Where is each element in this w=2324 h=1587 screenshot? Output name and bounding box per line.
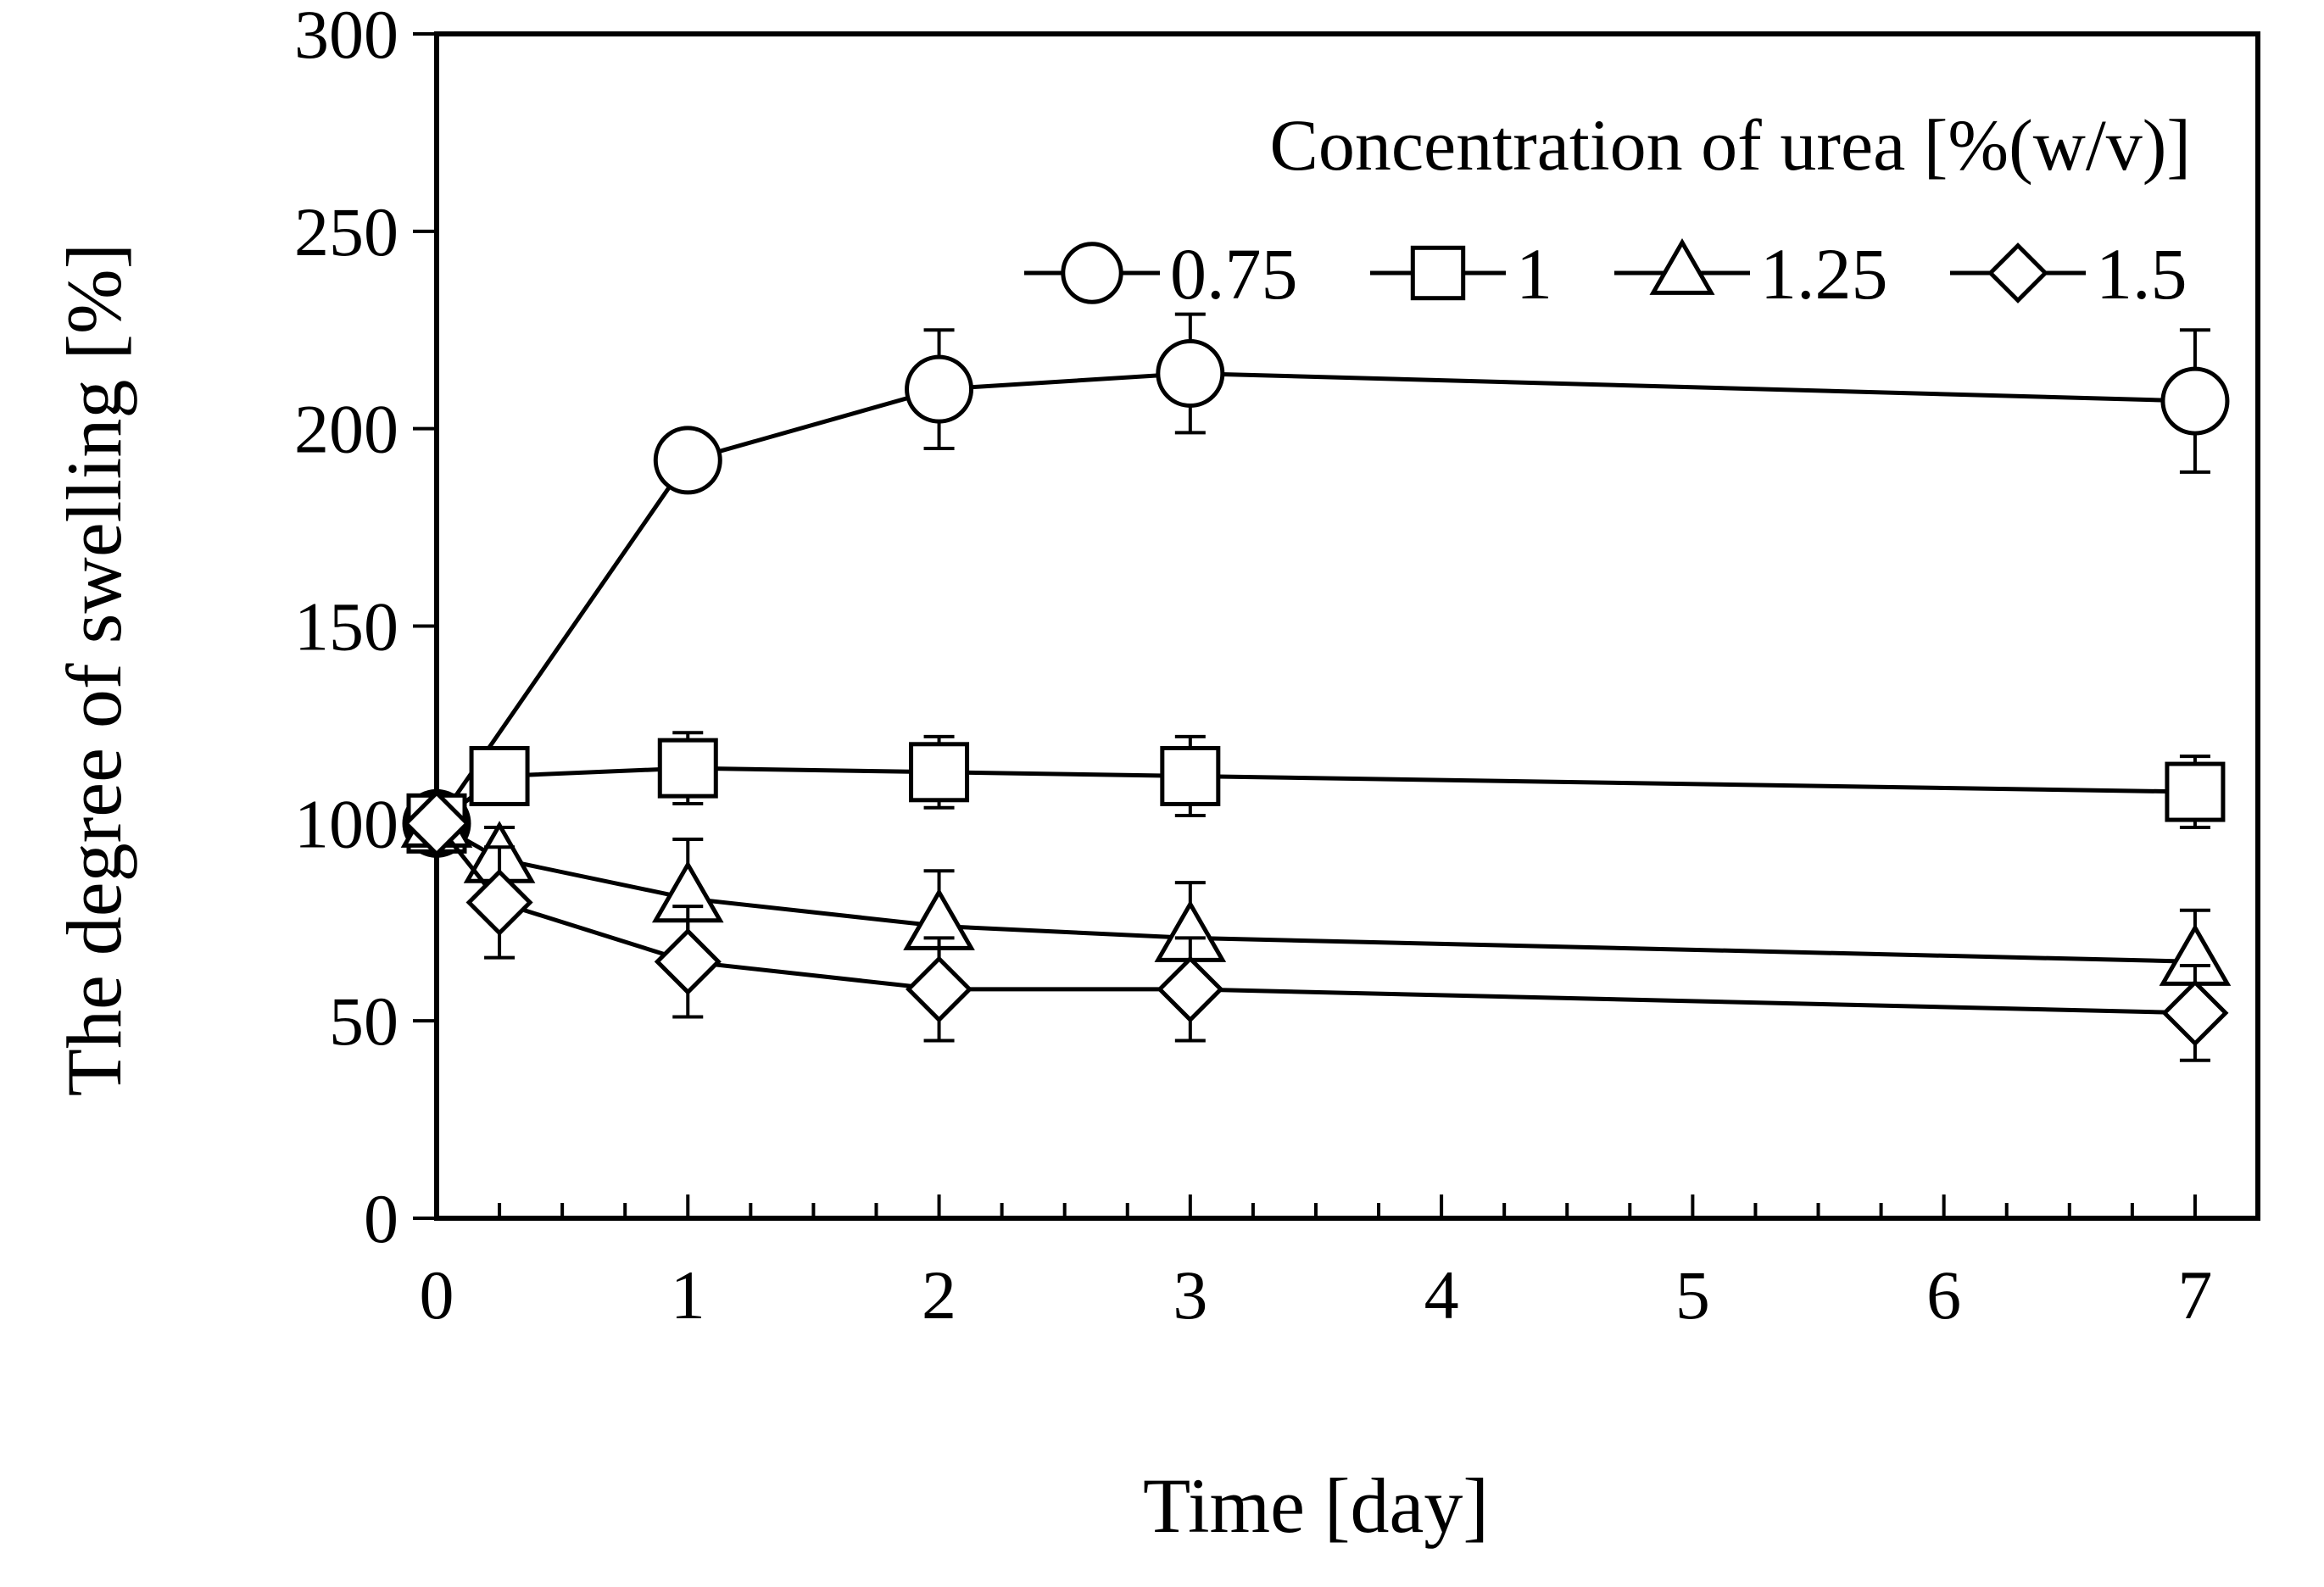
data-point [465, 868, 533, 937]
x-tick-label: 6 [1926, 1256, 1961, 1334]
legend-title: Concentration of urea [%(w/v)] [1269, 104, 2191, 186]
data-point [654, 927, 722, 995]
data-point [469, 745, 530, 806]
series-0-75 [402, 312, 2230, 858]
legend-marker [1649, 237, 1715, 295]
plot-frame [434, 31, 2260, 1221]
legend-marker [1061, 242, 1123, 304]
legend-entry: 1.25 [1614, 233, 1888, 315]
legend-label: 1.25 [1760, 233, 1888, 315]
legend-marker [1410, 245, 1466, 301]
y-tick-label: 150 [294, 588, 398, 665]
series-layer [400, 312, 2232, 1062]
data-point [909, 742, 970, 803]
x-axis-ticks: 0 1 2 3 4 5 6 7 [420, 1194, 2260, 1334]
x-tick-label: 1 [671, 1256, 705, 1334]
x-tick-label: 2 [922, 1256, 956, 1334]
legend-marker [1987, 242, 2048, 303]
y-axis-label: The degree of swelling [%] [51, 243, 137, 1096]
x-tick-label: 4 [1424, 1256, 1459, 1334]
data-point [2161, 979, 2229, 1047]
legend-label: 1 [1516, 233, 1552, 315]
x-tick-label: 0 [420, 1256, 454, 1334]
legend-entry: 1 [1370, 233, 1552, 315]
x-tick-label: 3 [1173, 1256, 1207, 1334]
x-tick-label: 7 [2177, 1256, 2212, 1334]
y-tick-label: 200 [294, 391, 398, 468]
data-point [653, 426, 722, 495]
y-axis-ticks: 0 50 100 150 200 250 300 [294, 0, 437, 1257]
legend-entry: 0.75 [1024, 233, 1298, 315]
plot-border [434, 31, 2260, 1221]
legend-label: 0.75 [1170, 233, 1298, 315]
data-point [1160, 745, 1221, 806]
data-point [2160, 366, 2230, 436]
y-tick-label: 100 [294, 785, 398, 862]
data-point [1156, 955, 1224, 1023]
series-1-5 [403, 789, 2229, 1062]
data-point [657, 738, 718, 799]
legend: Concentration of urea [%(w/v)] 0.75 1 1.25… [1024, 104, 2191, 315]
x-axis-label: Time [day] [1143, 1462, 1489, 1549]
x-tick-label: 5 [1675, 1256, 1710, 1334]
y-tick-label: 250 [294, 193, 398, 270]
y-tick-label: 300 [294, 0, 398, 73]
y-tick-label: 50 [329, 983, 398, 1060]
data-point [2165, 761, 2226, 822]
data-point [403, 789, 471, 857]
data-point [905, 354, 974, 424]
legend-label: 1.5 [2096, 233, 2187, 315]
data-point [906, 955, 973, 1023]
y-tick-label: 0 [364, 1180, 398, 1257]
data-point [1156, 338, 1225, 408]
legend-entry: 1.5 [1950, 233, 2187, 315]
series-1 [406, 731, 2226, 854]
